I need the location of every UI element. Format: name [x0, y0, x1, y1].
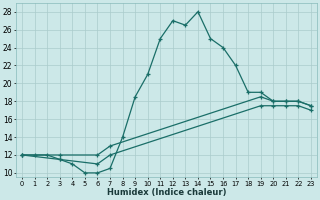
X-axis label: Humidex (Indice chaleur): Humidex (Indice chaleur) — [107, 188, 226, 197]
